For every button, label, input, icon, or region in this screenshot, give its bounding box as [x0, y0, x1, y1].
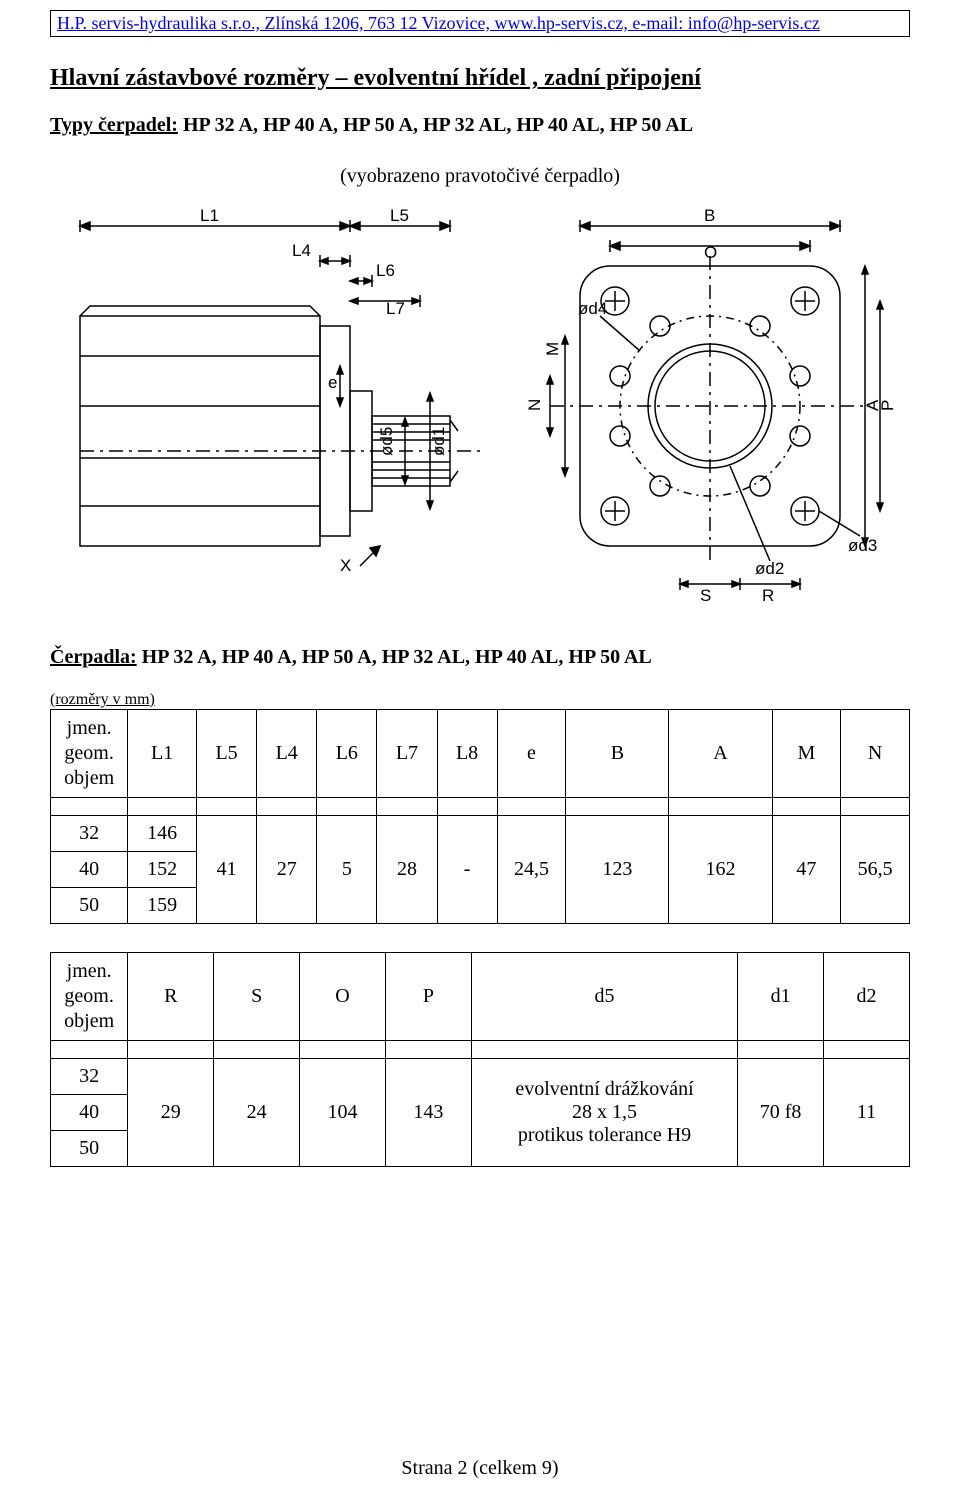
cell-l1: 146 [128, 816, 197, 852]
company-header-text: H.P. servis-hydraulika s.r.o., Zlínská 1… [57, 13, 820, 33]
col-l4: L4 [257, 710, 317, 798]
front-view-drawing: B O N M A P ød3 ød4 ød2 S R [510, 206, 910, 606]
dim-l1: L1 [200, 206, 219, 225]
col-r: R [128, 953, 214, 1041]
cell-m: 47 [772, 816, 841, 924]
company-header: H.P. servis-hydraulika s.r.o., Zlínská 1… [50, 10, 910, 37]
cell-vol: 50 [51, 888, 128, 924]
cell-vol: 32 [51, 1059, 128, 1095]
cell-s: 24 [214, 1059, 300, 1167]
col-l5: L5 [197, 710, 257, 798]
technical-drawings: L1 L5 L4 L6 L7 e ød5 ød1 X [50, 206, 910, 606]
col-l7: L7 [377, 710, 437, 798]
cell-l8: - [437, 816, 497, 924]
col-e: e [497, 710, 566, 798]
cell-l5: 41 [197, 816, 257, 924]
col-d2: d2 [824, 953, 910, 1041]
dim-d1: ød1 [429, 427, 448, 456]
dimensions-note: (rozměry v mm) [50, 691, 910, 709]
cell-a: 162 [669, 816, 772, 924]
dim-l5: L5 [390, 206, 409, 225]
cell-r: 29 [128, 1059, 214, 1167]
drawing-caption: (vyobrazeno pravotočivé čerpadlo) [50, 165, 910, 188]
col-d5: d5 [471, 953, 737, 1041]
col-a: A [669, 710, 772, 798]
page-footer: Strana 2 (celkem 9) [0, 1457, 960, 1480]
cell-o: 104 [300, 1059, 386, 1167]
dim-m: M [543, 342, 562, 356]
pump-types-line: Typy čerpadel: HP 32 A, HP 40 A, HP 50 A… [50, 114, 910, 137]
cell-l6: 5 [317, 816, 377, 924]
col-d1: d1 [738, 953, 824, 1041]
col-p: P [385, 953, 471, 1041]
col-l8: L8 [437, 710, 497, 798]
dim-d2: ød2 [755, 559, 784, 578]
page: H.P. servis-hydraulika s.r.o., Zlínská 1… [0, 0, 960, 1502]
side-view-drawing: L1 L5 L4 L6 L7 e ød5 ød1 X [50, 206, 490, 576]
dim-s: S [700, 586, 711, 605]
dim-o: O [704, 243, 717, 262]
cell-b: 123 [566, 816, 669, 924]
dim-l6: L6 [376, 261, 395, 280]
col-s: S [214, 953, 300, 1041]
col-n: N [841, 710, 910, 798]
col-jmen: jmen. geom. objem [51, 710, 128, 798]
cell-vol: 32 [51, 816, 128, 852]
cell-l4: 27 [257, 816, 317, 924]
col-o: O [300, 953, 386, 1041]
cell-vol: 40 [51, 1095, 128, 1131]
col-b: B [566, 710, 669, 798]
dim-r: R [762, 586, 774, 605]
pumps-value: HP 32 A, HP 40 A, HP 50 A, HP 32 AL, HP … [142, 646, 652, 668]
cell-p: 143 [385, 1059, 471, 1167]
table-row: jmen. geom. objem R S O P d5 d1 d2 [51, 953, 910, 1041]
table-row: 32 146 41 27 5 28 - 24,5 123 162 47 56,5 [51, 816, 910, 852]
table-row [51, 798, 910, 816]
dim-d4: ød4 [578, 299, 607, 318]
cell-d5: evolventní drážkování 28 x 1,5 protikus … [471, 1059, 737, 1167]
pumps-line: Čerpadla: HP 32 A, HP 40 A, HP 50 A, HP … [50, 646, 910, 669]
cell-vol: 40 [51, 852, 128, 888]
cell-l1: 152 [128, 852, 197, 888]
page-title: Hlavní zástavbové rozměry – evolventní h… [50, 65, 910, 92]
dimensions-table-1: jmen. geom. objem L1 L5 L4 L6 L7 L8 e B … [50, 709, 910, 924]
cell-l1: 159 [128, 888, 197, 924]
dim-e: e [328, 373, 337, 392]
col-l1: L1 [128, 710, 197, 798]
dim-l7: L7 [386, 299, 405, 318]
pump-types-label: Typy čerpadel: [50, 114, 178, 136]
col-jmen: jmen. geom. objem [51, 953, 128, 1041]
dim-n: N [525, 399, 544, 411]
dim-d5: ød5 [377, 427, 396, 456]
table-row: jmen. geom. objem L1 L5 L4 L6 L7 L8 e B … [51, 710, 910, 798]
cell-n: 56,5 [841, 816, 910, 924]
cell-vol: 50 [51, 1131, 128, 1167]
dimensions-table-2: jmen. geom. objem R S O P d5 d1 d2 32 29… [50, 952, 910, 1167]
dim-x: X [340, 556, 351, 575]
cell-d1: 70 f8 [738, 1059, 824, 1167]
dim-b: B [704, 206, 715, 225]
pumps-label: Čerpadla: [50, 646, 137, 668]
cell-e: 24,5 [497, 816, 566, 924]
cell-l7: 28 [377, 816, 437, 924]
table-row: 32 29 24 104 143 evolventní drážkování 2… [51, 1059, 910, 1095]
dim-l4: L4 [292, 241, 311, 260]
col-l6: L6 [317, 710, 377, 798]
dim-d3: ød3 [848, 536, 877, 555]
cell-d2: 11 [824, 1059, 910, 1167]
col-m: M [772, 710, 841, 798]
table-row [51, 1041, 910, 1059]
pump-types-value: HP 32 A, HP 40 A, HP 50 A, HP 32 AL, HP … [183, 114, 693, 136]
dim-p: P [878, 400, 897, 411]
